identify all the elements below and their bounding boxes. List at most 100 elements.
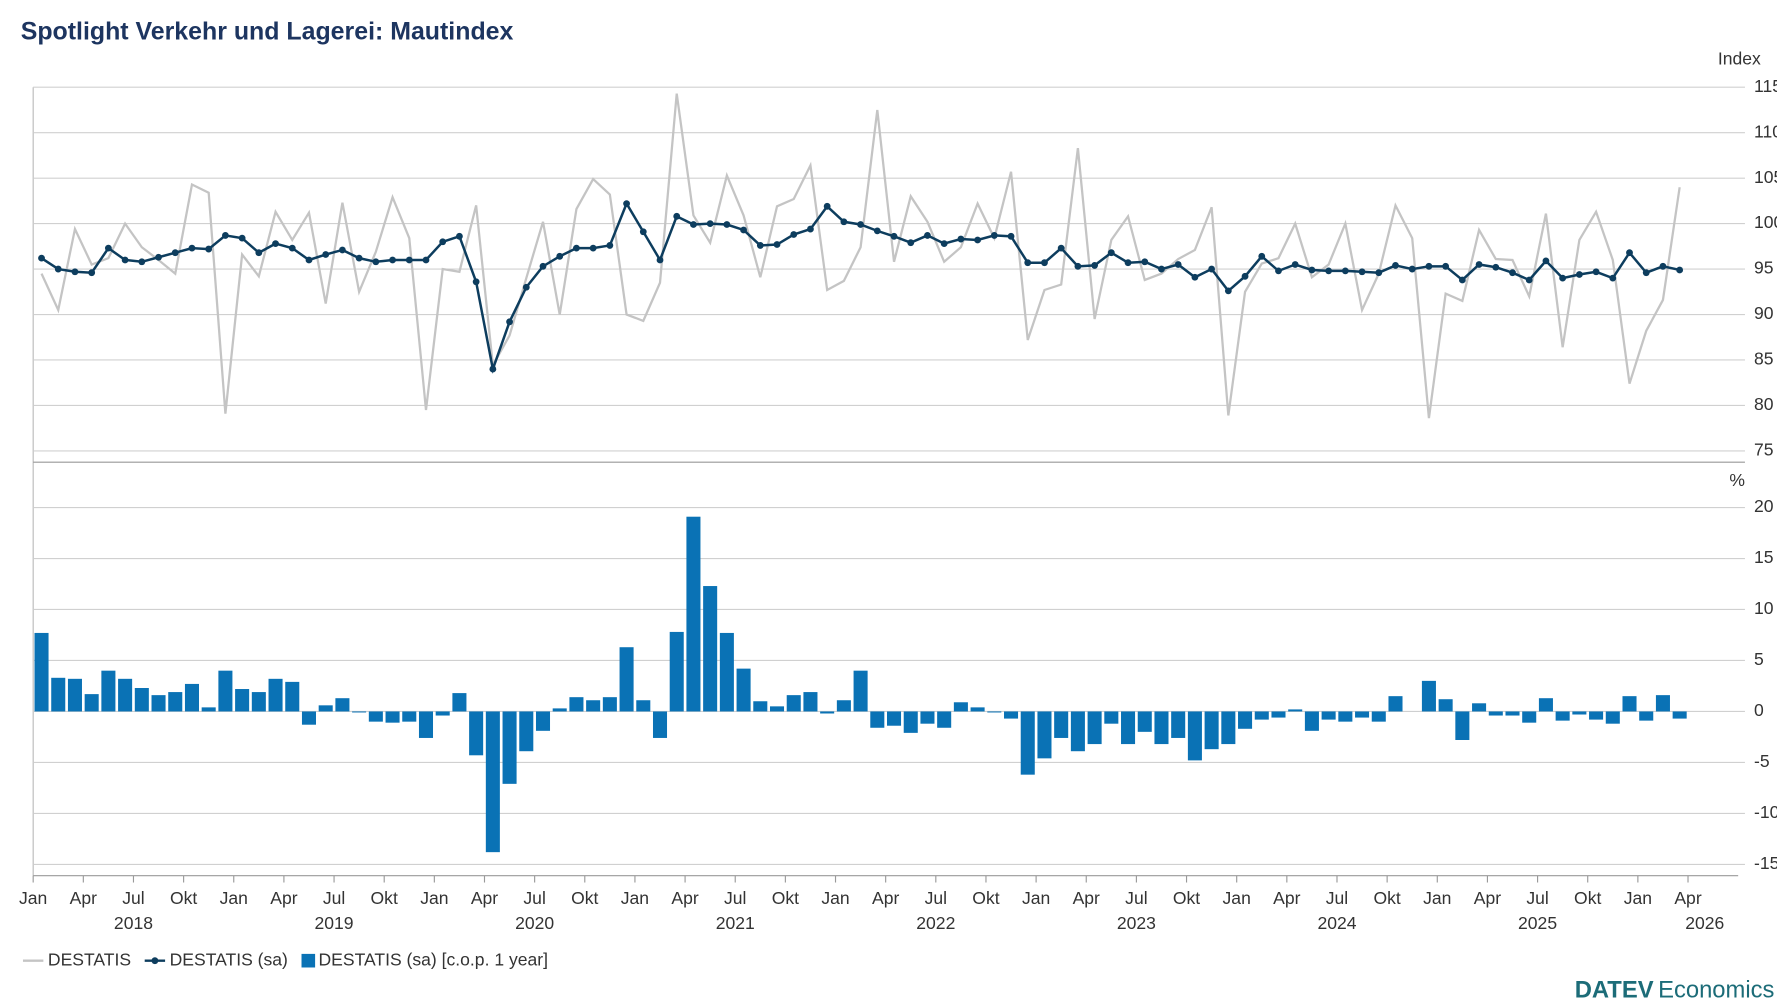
y-tick-label: 95 [1754, 258, 1774, 278]
bar [853, 670, 868, 712]
bar [1505, 711, 1520, 716]
bar [920, 711, 935, 724]
bar [318, 705, 333, 712]
bar [586, 700, 601, 712]
x-group-label: 2021 [716, 913, 755, 933]
x-tick-label: Jan [420, 888, 448, 908]
x-tick-label: Apr [1273, 888, 1300, 908]
bar [502, 711, 517, 784]
point [1525, 276, 1533, 284]
line [40, 93, 1681, 419]
point [1676, 266, 1684, 274]
bar [719, 632, 734, 712]
bar [1020, 711, 1035, 775]
point [723, 221, 731, 228]
point [840, 218, 848, 226]
bar [435, 711, 450, 716]
x-tick-label: Okt [1173, 888, 1200, 908]
line [40, 200, 1680, 374]
x-tick-label: Jan [1423, 888, 1451, 908]
point [1107, 249, 1115, 257]
bar [519, 711, 534, 752]
x-tick-label: Apr [872, 888, 899, 908]
point [1358, 268, 1366, 276]
point [790, 231, 798, 238]
bar [335, 698, 350, 712]
bar [368, 711, 383, 722]
bar [51, 677, 66, 712]
x-group-label: 2019 [315, 913, 354, 933]
point [1442, 262, 1450, 270]
point [71, 268, 79, 276]
point [1074, 262, 1082, 270]
bar [535, 711, 551, 731]
bar [201, 707, 216, 712]
bar [1371, 711, 1386, 722]
point [623, 200, 630, 208]
bar [619, 647, 634, 712]
bar [1355, 711, 1370, 718]
point [1559, 274, 1567, 282]
bar [168, 692, 183, 712]
x-group-label: 2024 [1317, 913, 1356, 933]
point [1575, 271, 1583, 278]
point [1392, 262, 1399, 269]
point [556, 252, 564, 260]
x-tick-label: Jul [1526, 888, 1548, 908]
x-tick-label: Apr [1073, 888, 1100, 908]
bar [385, 711, 400, 723]
bar [1605, 711, 1620, 724]
point [1475, 261, 1483, 268]
bar [34, 632, 49, 712]
bar [134, 687, 149, 712]
bar [402, 711, 417, 722]
point [1325, 267, 1333, 275]
bar [452, 693, 467, 712]
point [589, 244, 597, 252]
bar [1121, 711, 1136, 745]
x-group-label: 2025 [1518, 913, 1557, 933]
point [807, 225, 814, 233]
x-tick-label: Jan [621, 888, 649, 908]
point [38, 254, 45, 262]
bar [1221, 711, 1236, 745]
bar [953, 702, 968, 712]
x-tick-label: Jul [523, 888, 545, 908]
bar [1037, 711, 1052, 759]
bar [235, 689, 250, 712]
x-tick-label: Jul [724, 888, 746, 908]
point [422, 256, 430, 264]
point [405, 256, 413, 264]
bar [485, 711, 500, 853]
bar [820, 711, 835, 714]
bar [703, 586, 718, 712]
y-tick-label: 20 [1754, 496, 1774, 516]
point [522, 283, 530, 291]
x-tick-label: Apr [270, 888, 297, 908]
point [104, 244, 112, 252]
y-tick-label: 115 [1754, 76, 1777, 96]
point [1241, 272, 1249, 280]
x-tick-label: Okt [972, 888, 999, 908]
bar [101, 670, 116, 712]
x-tick-label: Okt [571, 888, 598, 908]
point [1057, 244, 1065, 252]
bar [1572, 711, 1587, 715]
point [957, 235, 965, 243]
y-tick-label: 100 [1754, 212, 1777, 232]
x-tick-label: Jan [220, 888, 248, 908]
point [1191, 273, 1199, 281]
bar [1154, 711, 1169, 745]
x-tick-label: Apr [1674, 888, 1701, 908]
y-tick-label: 0 [1754, 700, 1764, 720]
bar [602, 697, 617, 712]
point [171, 249, 179, 257]
point [1124, 259, 1132, 267]
x-tick-label: Okt [1373, 888, 1400, 908]
bar [218, 670, 233, 712]
point [740, 226, 747, 234]
point [1592, 268, 1600, 276]
y-tick-label: 10 [1754, 598, 1774, 618]
point [1626, 249, 1633, 257]
bar [418, 711, 434, 738]
